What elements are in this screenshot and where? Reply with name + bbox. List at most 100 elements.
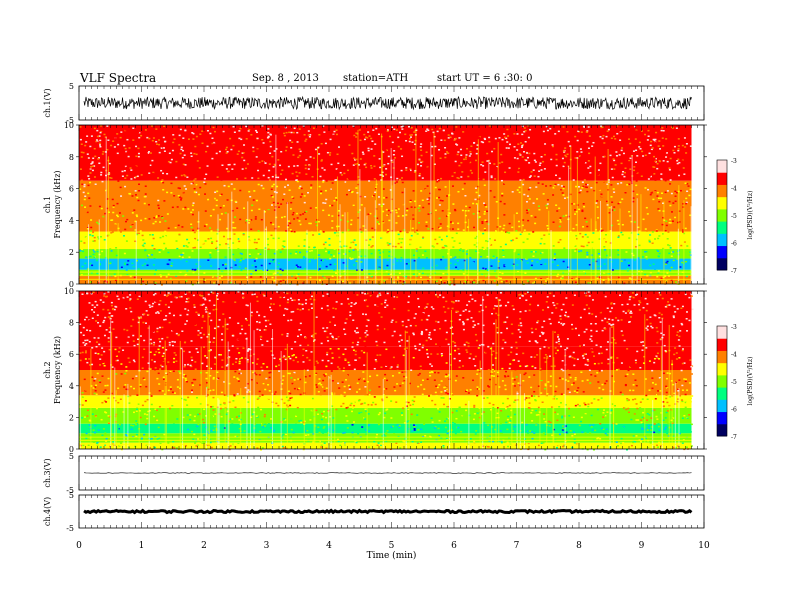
spectrogram-cell [484, 275, 487, 278]
spectrogram-cell [495, 166, 498, 169]
spectrogram-cell [200, 208, 203, 210]
spectrogram-cell [109, 248, 112, 250]
spectrogram-cell [160, 180, 163, 183]
spectrogram-cell [555, 158, 558, 161]
spectrogram-cell [573, 181, 576, 183]
spectrogram-cell [689, 359, 692, 361]
spectrogram-cell [612, 188, 615, 190]
spectrogram-cell [136, 196, 139, 199]
spectrogram-cell [608, 318, 611, 321]
spectrogram-cell [664, 179, 667, 182]
spectrogram-cell [603, 155, 606, 158]
spectrogram-cell [634, 159, 637, 161]
spectrogram-cell [368, 172, 371, 174]
spectrogram-cell [628, 229, 631, 232]
spectrogram-cell [402, 280, 405, 283]
spectrogram-cell [524, 141, 527, 143]
spectrogram-cell [401, 238, 404, 240]
spectrogram-cell [409, 152, 412, 155]
spectrogram-cell [512, 337, 515, 340]
spectrogram-cell [543, 263, 546, 266]
spectrogram-cell [387, 162, 390, 165]
spectrogram-cell [121, 170, 124, 173]
spectrogram-cell [653, 357, 656, 360]
spectrogram-cell [660, 179, 663, 181]
spectrogram-cell [600, 126, 603, 129]
spectrogram-cell [554, 183, 557, 186]
spectrogram-cell [285, 230, 288, 232]
spectrogram-cell [498, 137, 501, 139]
spectrogram-cell [629, 215, 632, 217]
spectrogram-cell [129, 226, 132, 228]
spectrogram-streak [513, 214, 515, 284]
spectrogram-cell [645, 250, 648, 253]
spectrogram-cell [648, 240, 651, 243]
spectrogram-cell [153, 273, 156, 275]
spectrogram-cell [374, 389, 377, 391]
spectrogram-cell [167, 263, 170, 266]
spectrogram-cell [545, 207, 548, 209]
spectrogram-cell [447, 152, 450, 154]
spectrogram-cell [99, 131, 102, 134]
spectrogram-cell [467, 210, 470, 212]
spectrogram-cell [631, 409, 634, 411]
spectrogram-cell [230, 183, 233, 185]
y-tick-label: 8 [69, 153, 74, 162]
spectrogram-cell [558, 259, 561, 261]
spectrogram-cell [551, 165, 554, 168]
spectrogram-band [79, 204, 692, 232]
spectrogram-cell [194, 237, 197, 240]
spectrogram-cell [511, 143, 514, 146]
spectrogram-cell [120, 363, 123, 365]
spectrogram-cell [126, 138, 129, 141]
spectrogram-cell [236, 129, 239, 131]
spectrogram-cell [248, 128, 251, 131]
spectrogram-cell [273, 168, 276, 171]
spectrogram-cell [333, 255, 336, 257]
spectrogram-cell [586, 253, 589, 256]
spectrogram-cell [582, 185, 585, 188]
spectrogram-cell [603, 142, 606, 144]
spectrogram-cell [96, 314, 99, 316]
spectrogram-cell [111, 198, 114, 201]
spectrogram-cell [536, 251, 539, 253]
spectrogram-cell [234, 200, 237, 203]
spectrogram-cell [483, 211, 486, 213]
spectrogram-cell [483, 307, 486, 310]
spectrogram-cell [496, 226, 499, 228]
spectrogram-cell [589, 172, 592, 174]
spectrogram-cell [331, 182, 334, 184]
spectrogram-cell [138, 190, 141, 192]
spectrogram-cell [341, 238, 344, 240]
spectrogram-cell [599, 162, 602, 165]
spectrogram-cell [252, 146, 255, 149]
spectrogram-cell [576, 151, 579, 153]
spectrogram-cell [379, 166, 382, 169]
spectrogram-cell [181, 253, 184, 256]
spectrogram-cell [546, 203, 549, 205]
spectrogram-cell [302, 259, 305, 261]
spectrogram-cell [266, 199, 269, 202]
spectrogram-cell [441, 210, 444, 212]
spectrogram-cell [261, 394, 264, 396]
spectrogram-cell [514, 249, 517, 251]
spectrogram-cell [558, 400, 561, 402]
spectrogram-cell [158, 389, 161, 392]
spectrogram-cell [534, 161, 537, 163]
spectrogram-cell [335, 272, 338, 274]
spectrogram-cell [438, 248, 441, 250]
spectrogram-cell [108, 326, 111, 329]
spectrogram-cell [263, 211, 266, 213]
spectrogram-streak [381, 133, 383, 284]
spectrogram-cell [196, 239, 199, 241]
spectrogram-cell [490, 260, 493, 263]
spectrogram-cell [373, 440, 376, 443]
spectrogram-cell [588, 312, 591, 315]
spectrogram-cell [652, 191, 655, 193]
spectrogram-cell [242, 396, 245, 399]
spectrogram-cell [297, 273, 300, 276]
spectrogram-cell [204, 260, 207, 262]
spectrogram-cell [257, 183, 260, 186]
spectrogram-cell [385, 173, 388, 176]
spectrogram-cell [363, 138, 366, 141]
